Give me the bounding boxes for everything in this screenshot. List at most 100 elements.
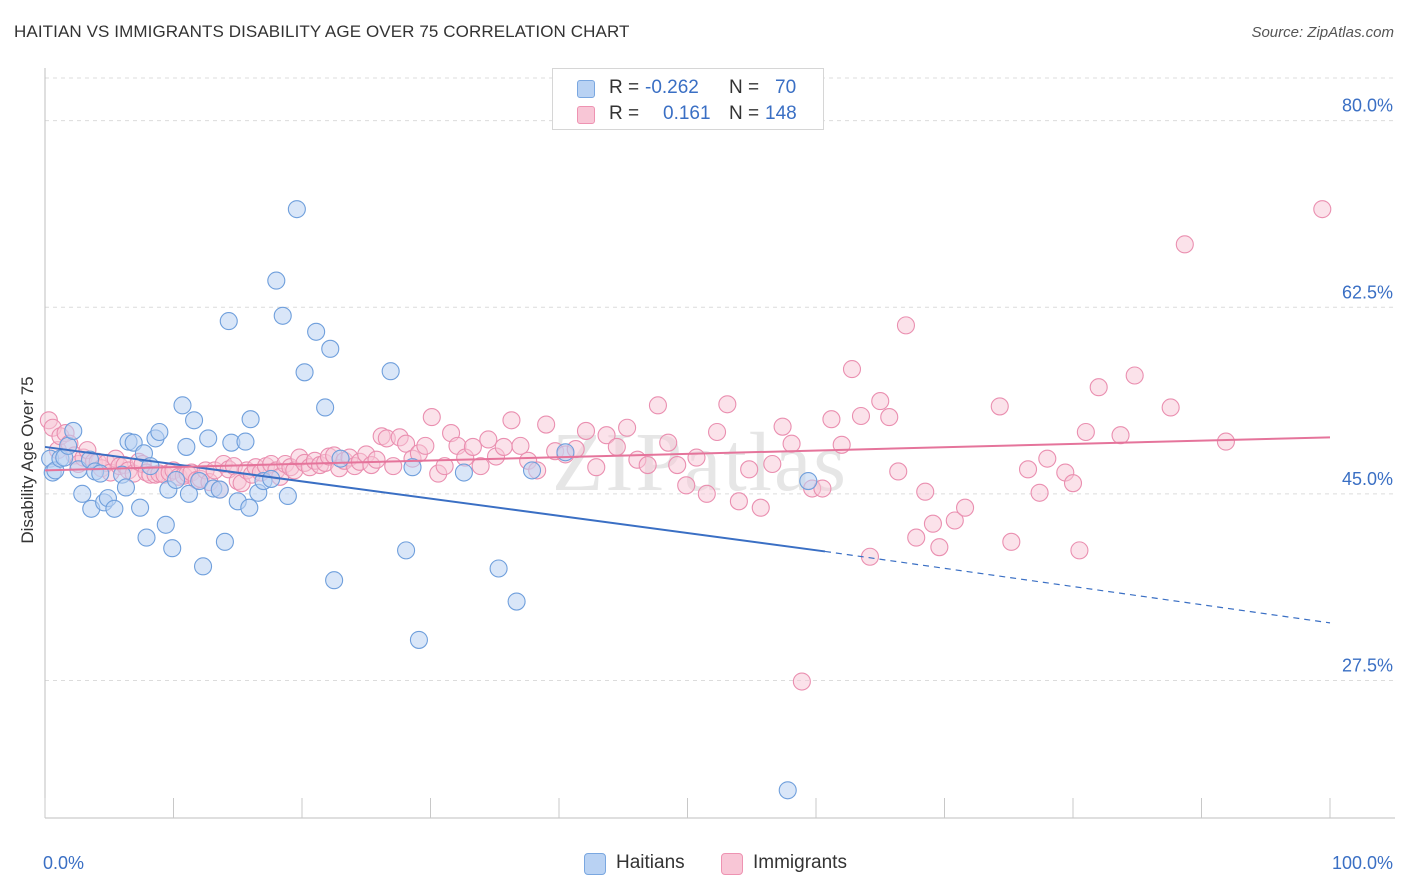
immigrant-point bbox=[740, 460, 759, 479]
immigrant-point bbox=[479, 430, 498, 449]
immigrant-point bbox=[1313, 200, 1332, 219]
source-label: Source: ZipAtlas.com bbox=[1251, 24, 1394, 41]
y-tick-label: 27.5% bbox=[1342, 655, 1393, 675]
haitian-point bbox=[397, 541, 416, 560]
legend-n-value: 70 bbox=[775, 77, 797, 98]
immigrant-point bbox=[896, 316, 916, 335]
haitian-point bbox=[163, 539, 182, 558]
immigrant-point bbox=[502, 411, 521, 430]
immigrant-point bbox=[930, 538, 949, 557]
haitians-trend-line bbox=[44, 445, 826, 553]
haitian-point bbox=[278, 486, 297, 506]
haitian-point bbox=[194, 557, 213, 576]
haitian-point bbox=[556, 443, 575, 462]
immigrant-point bbox=[668, 456, 687, 475]
immigrant-point bbox=[792, 672, 811, 691]
haitian-point bbox=[287, 200, 306, 219]
immigrant-point bbox=[1030, 483, 1049, 502]
haitian-point bbox=[381, 362, 400, 381]
immigrant-point bbox=[1216, 432, 1235, 451]
haitian-point bbox=[778, 781, 797, 800]
immigrant-point bbox=[990, 397, 1009, 416]
haitian-point bbox=[507, 592, 526, 611]
legend-n-label: N = bbox=[729, 77, 760, 98]
haitian-point bbox=[321, 339, 340, 358]
immigrant-point bbox=[1063, 474, 1083, 493]
immigrant-point bbox=[708, 422, 727, 442]
haitian-point bbox=[403, 458, 422, 477]
legend-r-value: -0.262 bbox=[645, 77, 699, 98]
haitian-point bbox=[199, 429, 218, 448]
immigrant-point bbox=[576, 421, 596, 440]
tick-labels: 27.5% 45.0% 62.5% 80.0% 0.0% 100.0% bbox=[43, 96, 1393, 873]
immigrant-point bbox=[842, 360, 862, 379]
immigrant-point bbox=[697, 484, 716, 503]
immigrant-point bbox=[422, 408, 441, 427]
immigrant-point bbox=[1111, 426, 1130, 445]
haitian-point bbox=[240, 498, 259, 517]
immigrant-point bbox=[751, 498, 770, 517]
haitian-point bbox=[267, 271, 286, 290]
haitian-point bbox=[210, 480, 229, 499]
immigrant-point bbox=[718, 395, 737, 414]
immigrant-point bbox=[1018, 460, 1038, 479]
legend-r-value: 0.161 bbox=[663, 103, 711, 124]
immigrant-point bbox=[1002, 532, 1021, 551]
haitian-point bbox=[190, 472, 209, 491]
x-tick-label-min: 0.0% bbox=[43, 853, 84, 873]
immigrant-point bbox=[956, 498, 975, 517]
haitian-point bbox=[137, 528, 156, 547]
haitian-point bbox=[241, 410, 260, 429]
immigrant-point bbox=[813, 479, 832, 498]
haitian-point bbox=[131, 498, 150, 517]
immigrant-point bbox=[923, 514, 942, 533]
immigrant-point bbox=[945, 511, 964, 530]
immigrant-point bbox=[537, 415, 556, 434]
haitians-label: Haitians bbox=[616, 852, 685, 873]
immigrant-point bbox=[397, 434, 416, 453]
y-axis-label: Disability Age Over 75 bbox=[18, 376, 37, 544]
haitian-point bbox=[156, 515, 175, 534]
haitian-point bbox=[489, 559, 508, 578]
immigrant-point bbox=[587, 458, 606, 477]
immigrant-point bbox=[1125, 366, 1144, 385]
immigrant-point bbox=[1089, 378, 1108, 397]
haitian-point bbox=[454, 463, 473, 482]
immigrant-point bbox=[648, 396, 667, 415]
haitian-point bbox=[215, 532, 234, 551]
legend-n-value: 148 bbox=[765, 103, 797, 124]
haitian-point bbox=[409, 630, 428, 649]
y-tick-label: 80.0% bbox=[1342, 96, 1393, 116]
immigrant-point bbox=[463, 437, 482, 456]
axes bbox=[44, 68, 1395, 819]
immigrant-point bbox=[907, 528, 926, 547]
gridlines bbox=[45, 77, 1395, 681]
immigrant-point bbox=[471, 457, 490, 476]
legend-r-label: R = bbox=[609, 77, 640, 98]
immigrant-point bbox=[773, 417, 792, 436]
legend-n-label: N = bbox=[729, 103, 760, 124]
immigrant-point bbox=[822, 410, 841, 429]
immigrant-point bbox=[607, 437, 626, 456]
trend-lines bbox=[44, 436, 1331, 624]
immigrant-point bbox=[880, 408, 899, 427]
haitian-point bbox=[295, 363, 314, 382]
immigrant-point bbox=[1175, 235, 1194, 254]
x-tick-label-max: 100.0% bbox=[1332, 853, 1393, 873]
immigrant-point bbox=[889, 462, 908, 481]
immigrant-point bbox=[367, 450, 386, 469]
y-tick-label: 62.5% bbox=[1342, 282, 1393, 302]
haitian-point bbox=[331, 449, 350, 468]
immigrants-trend-line bbox=[44, 436, 1331, 472]
haitian-point bbox=[105, 499, 124, 518]
immigrant-point bbox=[435, 457, 454, 476]
immigrant-point bbox=[1070, 541, 1089, 560]
legend-swatch-immigrants bbox=[577, 106, 595, 124]
haitian-point bbox=[219, 312, 238, 331]
haitians-trend-extension bbox=[824, 550, 1331, 624]
haitian-point bbox=[325, 571, 344, 590]
haitian-point bbox=[167, 470, 186, 490]
immigrant-point bbox=[729, 492, 748, 511]
immigrant-point bbox=[494, 437, 513, 456]
immigrant-point bbox=[638, 456, 657, 475]
